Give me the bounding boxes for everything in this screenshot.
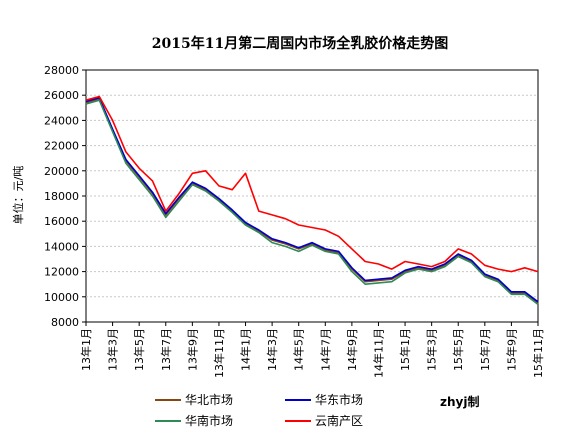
series-line bbox=[85, 96, 539, 303]
y-tick-label: 22000 bbox=[44, 140, 79, 153]
x-tick-label: 14年11月 bbox=[371, 328, 385, 378]
y-tick-label: 8000 bbox=[51, 316, 79, 329]
x-tick-label: 14年9月 bbox=[345, 328, 359, 371]
x-tick-label: 14年7月 bbox=[318, 328, 332, 371]
series-line bbox=[85, 99, 539, 306]
x-tick-label: 14年3月 bbox=[265, 328, 279, 371]
x-tick-label: 15年7月 bbox=[478, 328, 492, 371]
legend-label: 华北市场 bbox=[185, 392, 233, 407]
x-tick-label: 15年5月 bbox=[451, 328, 465, 371]
y-tick-label: 24000 bbox=[44, 114, 79, 127]
chart-title: 2015年11月第二周国内市场全乳胶价格走势图 bbox=[152, 35, 448, 52]
x-tick-label: 13年7月 bbox=[159, 328, 173, 371]
y-axis-label: 单位：元/吨 bbox=[11, 166, 25, 225]
legend-label: 华东市场 bbox=[315, 392, 363, 407]
x-tick-label: 14年5月 bbox=[292, 328, 306, 371]
legend-label: 华南市场 bbox=[185, 413, 233, 428]
y-tick-label: 12000 bbox=[44, 266, 79, 279]
legend-label: 云南产区 bbox=[315, 413, 363, 428]
x-tick-label: 13年5月 bbox=[132, 328, 146, 371]
chart-credit: zhyj制 bbox=[440, 394, 479, 409]
y-axis-ticks: 8000 10000 12000 14000 16000 18000 20000 22000 2… bbox=[44, 64, 86, 329]
x-tick-label: 13年11月 bbox=[212, 328, 226, 378]
gridlines bbox=[86, 94, 538, 298]
x-tick-label: 15年9月 bbox=[504, 328, 518, 371]
x-tick-label: 15年11月 bbox=[531, 328, 545, 378]
x-tick-label: 13年9月 bbox=[185, 328, 199, 371]
x-tick-label: 15年3月 bbox=[425, 328, 439, 371]
x-tick-label: 13年3月 bbox=[106, 328, 120, 371]
x-tick-label: 15年1月 bbox=[398, 328, 412, 371]
y-tick-label: 28000 bbox=[44, 64, 79, 77]
y-tick-label: 26000 bbox=[44, 89, 79, 102]
y-tick-label: 16000 bbox=[44, 215, 79, 228]
x-tick-label: 14年1月 bbox=[239, 328, 253, 371]
series-line bbox=[85, 95, 539, 273]
y-tick-label: 10000 bbox=[44, 291, 79, 304]
y-tick-label: 20000 bbox=[44, 165, 79, 178]
y-tick-label: 18000 bbox=[44, 190, 79, 203]
x-axis-ticks: 13年1月 13年3月 13年5月 13年7月 13年9月 13年11月 14年1月 14年3… bbox=[79, 322, 545, 378]
series-lines bbox=[85, 95, 539, 306]
y-tick-label: 14000 bbox=[44, 240, 79, 253]
x-tick-label: 13年1月 bbox=[79, 328, 93, 371]
